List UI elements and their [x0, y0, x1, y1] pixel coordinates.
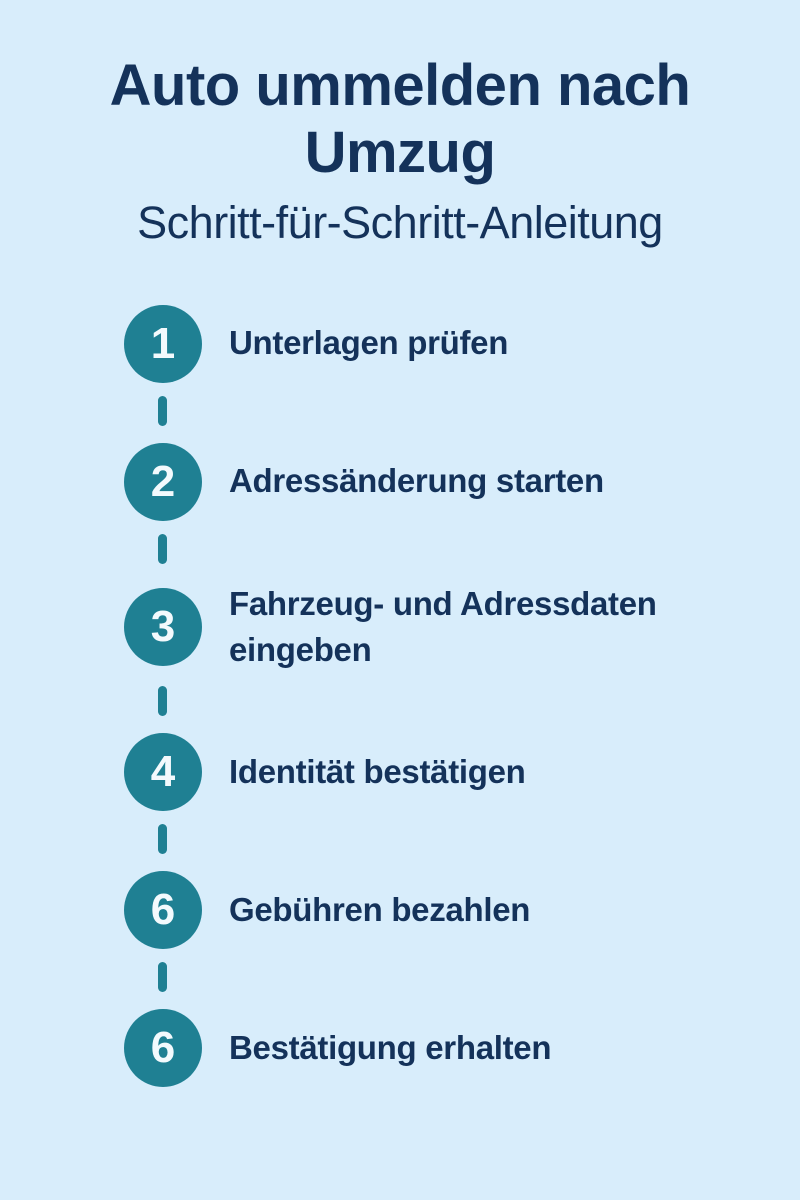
- step-item: 6 Gebühren bezahlen: [124, 870, 800, 949]
- step-item: 1 Unterlagen prüfen: [124, 304, 800, 383]
- page-subtitle: Schritt-für-Schritt-Anleitung: [137, 196, 663, 248]
- step-label: Identität bestätigen: [229, 752, 526, 790]
- step-item: 2 Adressänderung starten: [124, 442, 800, 521]
- page-title: Auto ummelden nach Umzug: [0, 52, 800, 187]
- step-label: Bestätigung erhalten: [229, 1028, 552, 1066]
- step-label: Gebühren bezahlen: [229, 890, 531, 928]
- step-connector-dash: [158, 961, 167, 992]
- step-number-badge: 4: [124, 732, 202, 811]
- step-item: 4 Identität bestätigen: [124, 732, 800, 811]
- page-title-line1: Auto ummelden nach: [109, 53, 691, 118]
- step-connector-dash: [158, 395, 167, 426]
- step-item: 6 Bestätigung erhalten: [124, 1008, 800, 1087]
- step-number-badge: 3: [124, 587, 202, 666]
- step-label: Fahrzeug- und Adressdaten eingeben: [229, 584, 657, 668]
- steps-list: 1 Unterlagen prüfen 2 Adressänderung sta…: [0, 304, 800, 1087]
- step-number-badge: 1: [124, 304, 202, 383]
- step-connector-dash: [158, 685, 167, 716]
- step-item: 3 Fahrzeug- und Adressdaten eingeben: [124, 581, 800, 673]
- page-title-line2: Umzug: [304, 120, 496, 186]
- step-number-badge: 6: [124, 870, 202, 949]
- step-label: Adressänderung starten: [229, 462, 604, 500]
- step-number-badge: 6: [124, 1008, 202, 1087]
- step-number-badge: 2: [124, 442, 202, 521]
- header: Auto ummelden nach Umzug Schritt-für-Sch…: [0, 0, 800, 249]
- step-connector-dash: [158, 823, 167, 854]
- step-connector-dash: [158, 533, 167, 564]
- step-label: Unterlagen prüfen: [229, 324, 509, 362]
